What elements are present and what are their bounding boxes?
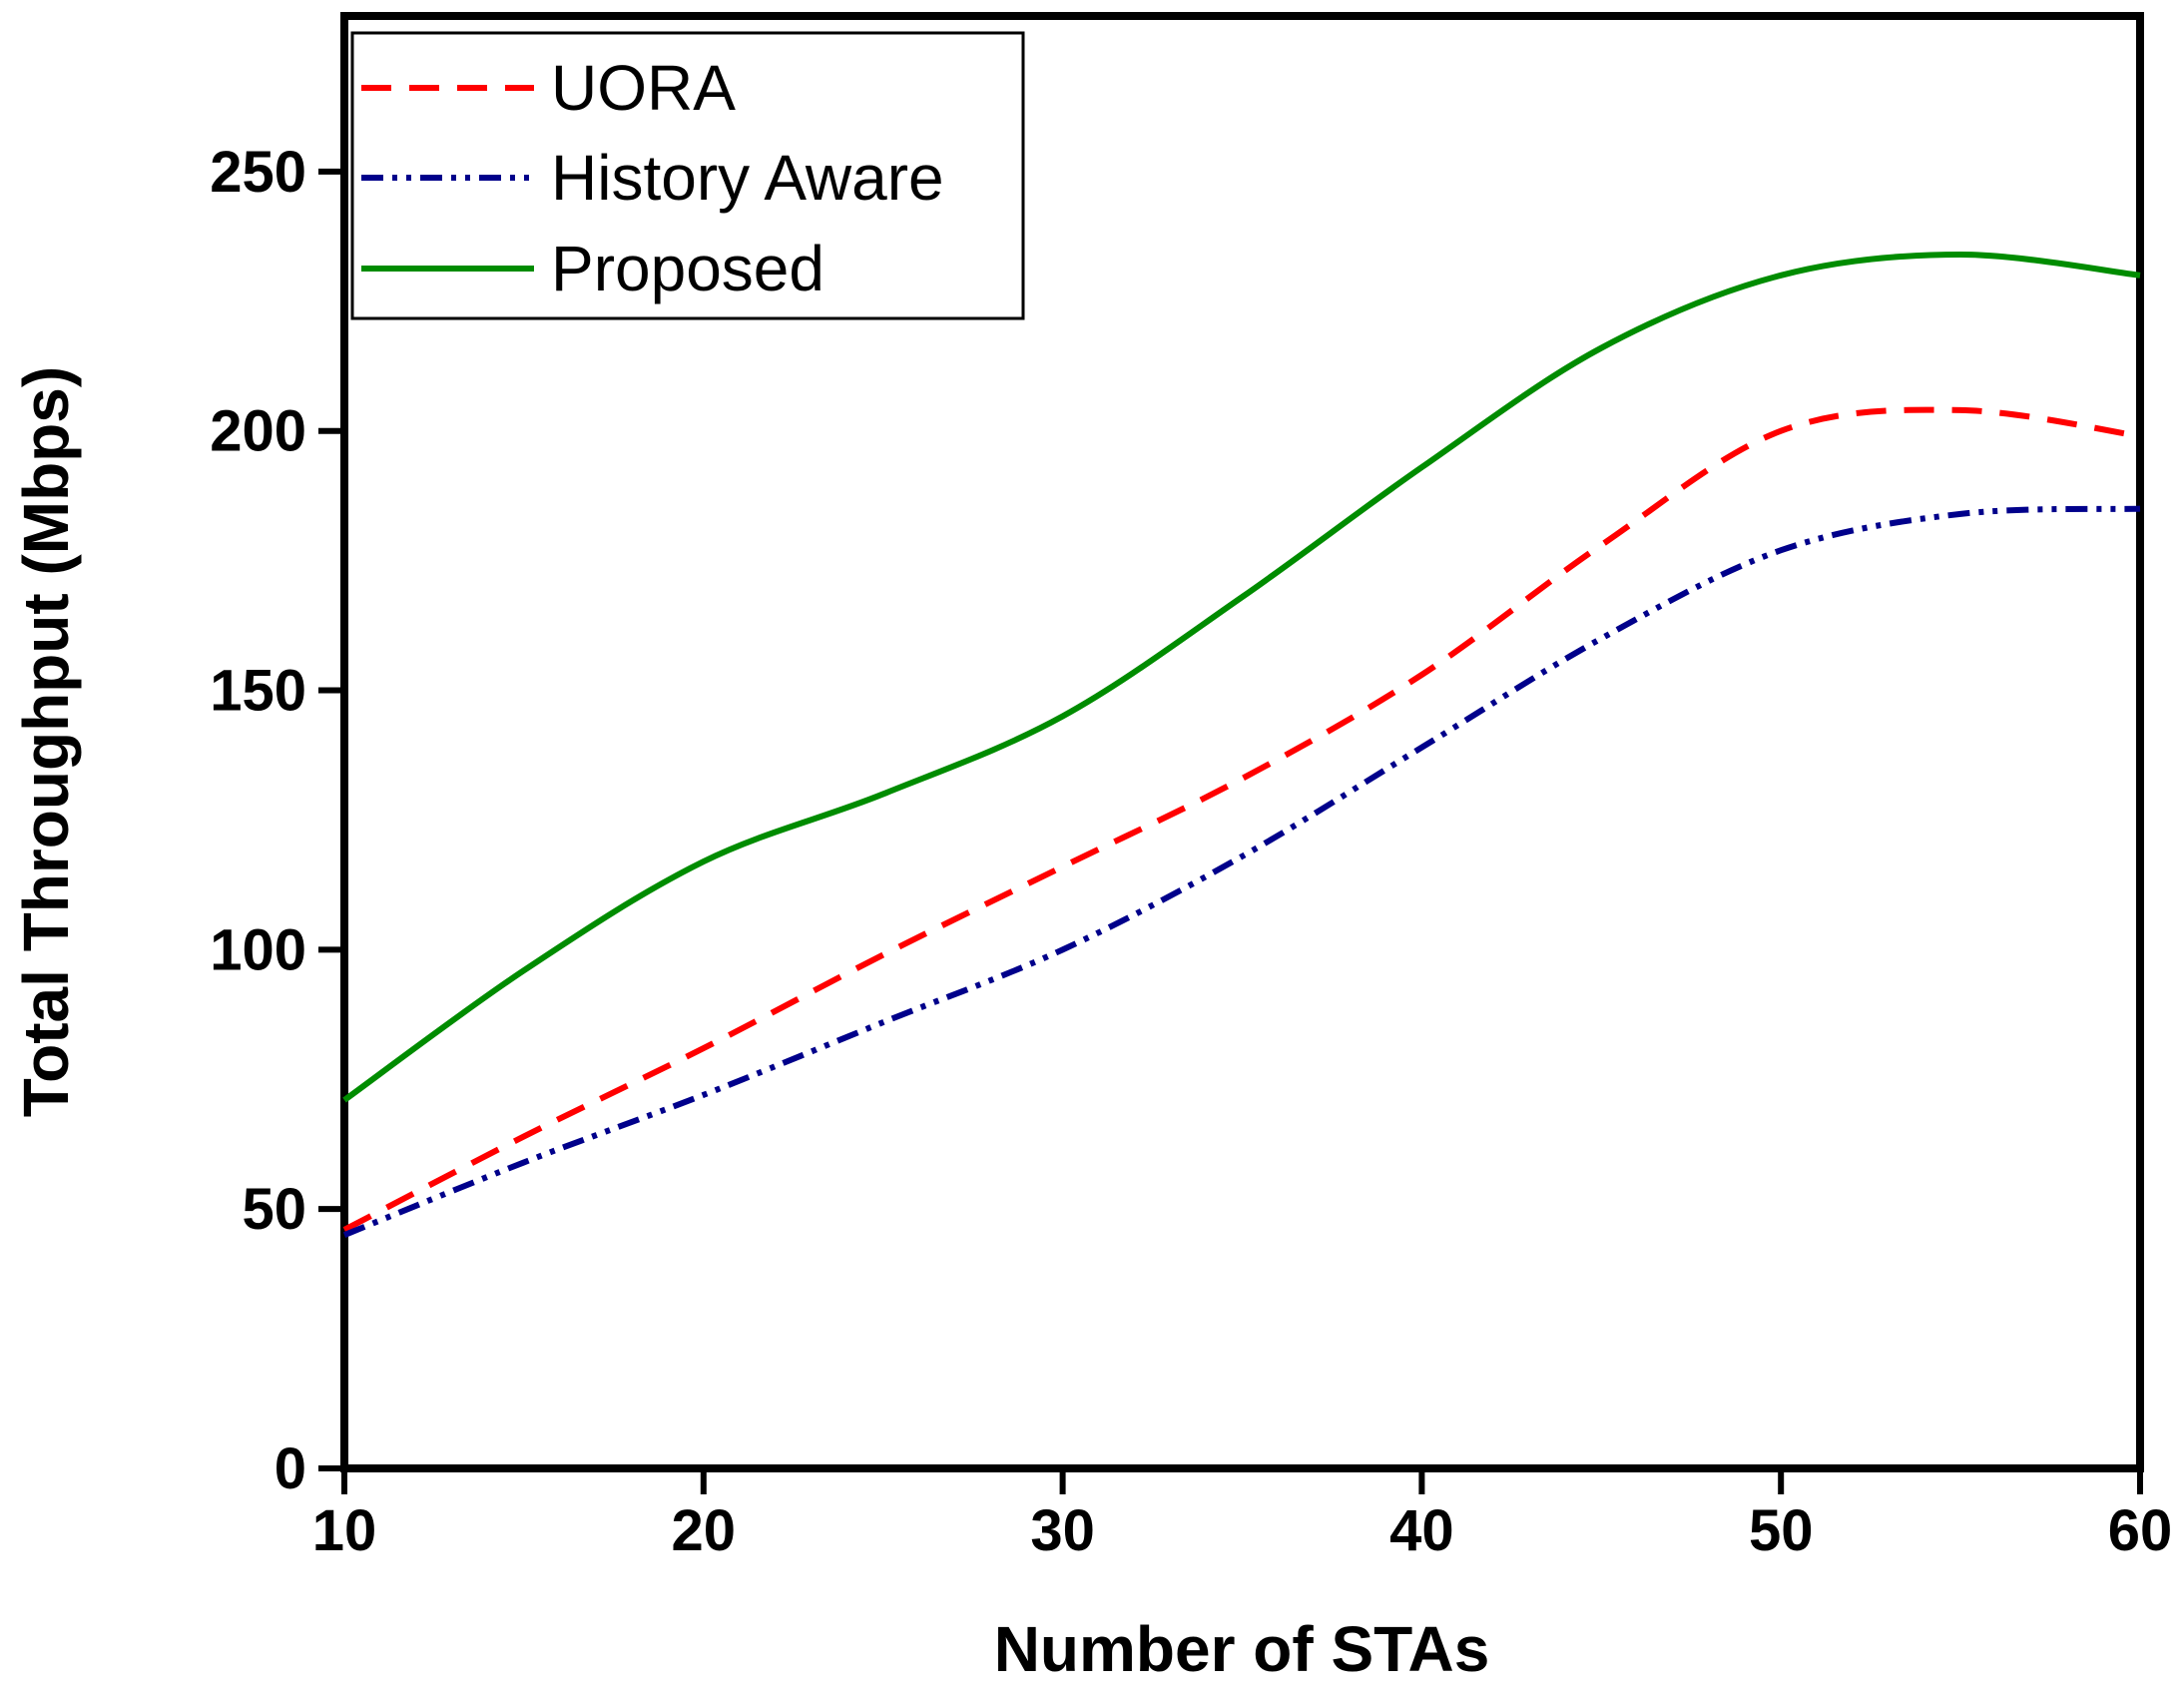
series-line-uora [342, 406, 2141, 1233]
x-tick-label: 40 [1389, 1498, 1454, 1563]
x-axis-ticks: 10 20 30 40 50 60 [312, 1468, 2173, 1563]
legend: UORA History Aware Proposed [350, 31, 1025, 320]
series-lines [342, 252, 2141, 1238]
x-tick-label: 20 [672, 1498, 737, 1563]
y-axis-ticks: 0 50 100 150 200 250 [210, 140, 344, 1501]
y-tick-label: 150 [210, 659, 306, 724]
plot-frame [340, 12, 2144, 1472]
y-tick-label: 100 [210, 917, 306, 982]
y-tick-label: 250 [210, 140, 306, 205]
x-axis-title: Number of STAs [994, 1613, 1490, 1685]
legend-label-history-aware: History Aware [551, 142, 944, 214]
legend-box [350, 31, 1025, 320]
x-tick-label: 30 [1030, 1498, 1095, 1563]
series-line-proposed [342, 252, 2141, 1103]
y-tick-label: 200 [210, 399, 306, 464]
y-axis-title: Total Throughput (Mbps) [10, 366, 82, 1117]
y-tick-label: 0 [274, 1436, 306, 1501]
y-tick-label: 50 [242, 1177, 306, 1242]
x-tick-label: 60 [2108, 1498, 2173, 1563]
x-tick-label: 10 [312, 1498, 377, 1563]
series-line-history-aware [342, 505, 2141, 1238]
x-tick-label: 50 [1749, 1498, 1814, 1563]
legend-label-uora: UORA [551, 52, 736, 124]
legend-label-proposed: Proposed [551, 233, 824, 304]
